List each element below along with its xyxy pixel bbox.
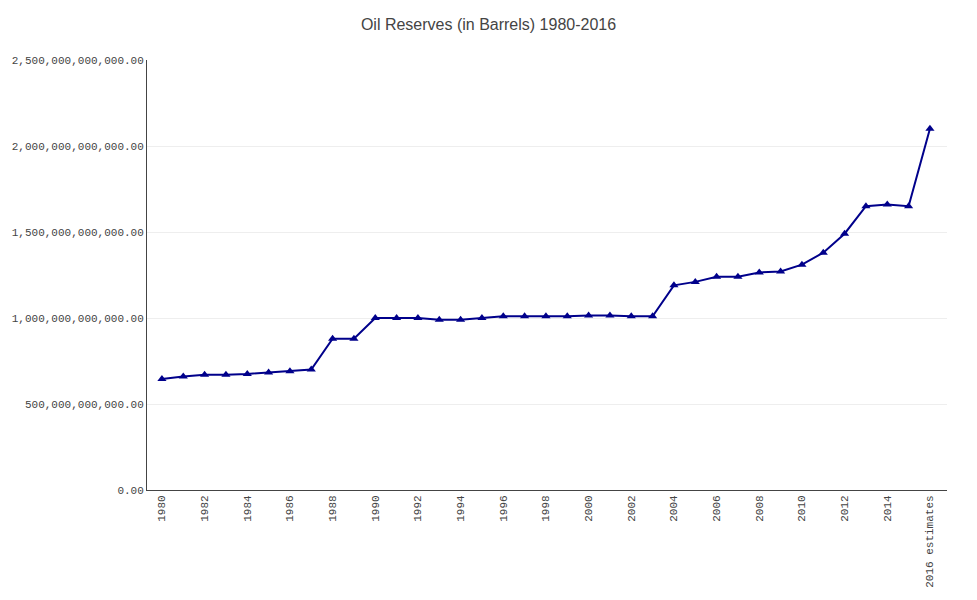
svg-text:1996: 1996 [498,495,510,521]
svg-text:2004: 2004 [669,495,681,522]
svg-text:2016 estimates: 2016 estimates [925,495,937,587]
svg-text:2002: 2002 [626,495,638,521]
svg-text:1,500,000,000,000.00: 1,500,000,000,000.00 [12,227,144,239]
svg-text:500,000,000,000.00: 500,000,000,000.00 [25,399,144,411]
svg-text:1994: 1994 [455,495,467,522]
svg-text:1984: 1984 [242,495,254,522]
svg-text:1986: 1986 [285,495,297,521]
svg-text:2010: 2010 [797,495,809,521]
svg-text:2012: 2012 [839,495,851,521]
svg-text:1982: 1982 [199,495,211,521]
svg-text:2,500,000,000,000.00: 2,500,000,000,000.00 [12,55,144,67]
svg-text:1980: 1980 [157,495,169,521]
svg-text:1992: 1992 [413,495,425,521]
svg-text:0.00: 0.00 [117,485,143,497]
svg-text:1998: 1998 [541,495,553,521]
svg-text:2000: 2000 [583,495,595,521]
svg-text:2008: 2008 [754,495,766,521]
svg-text:Oil Reserves (in Barrels) 1980: Oil Reserves (in Barrels) 1980-2016 [361,16,616,33]
svg-text:1988: 1988 [327,495,339,521]
svg-text:2006: 2006 [711,495,723,521]
svg-text:1990: 1990 [370,495,382,521]
svg-text:2014: 2014 [882,495,894,522]
svg-text:1,000,000,000,000.00: 1,000,000,000,000.00 [12,313,144,325]
svg-text:2,000,000,000,000.00: 2,000,000,000,000.00 [12,141,144,153]
